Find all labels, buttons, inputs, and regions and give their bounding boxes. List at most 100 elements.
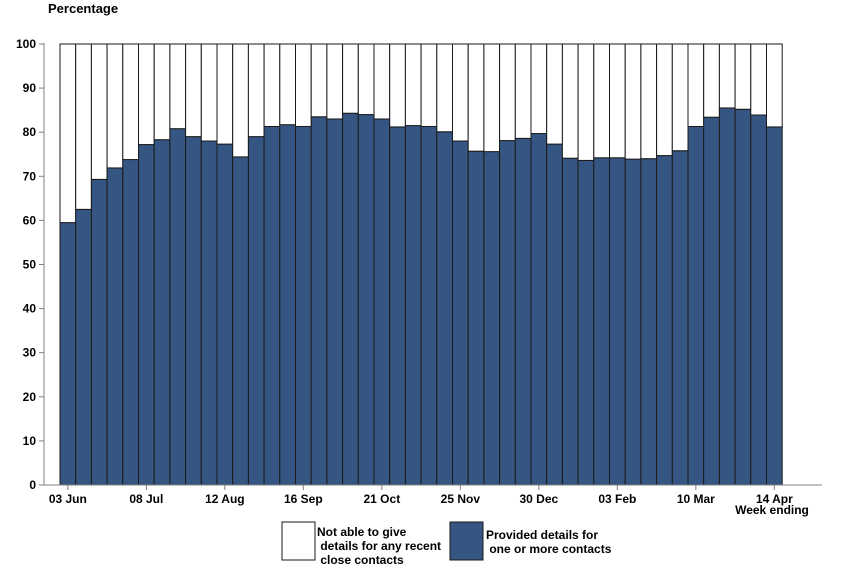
bar-provided-details bbox=[404, 125, 422, 486]
bar-not-able-to-give bbox=[357, 43, 375, 116]
bar-provided-details bbox=[483, 151, 501, 486]
y-tick-label: 80 bbox=[23, 125, 37, 139]
y-tick-label: 20 bbox=[23, 390, 37, 404]
legend-label-line: close contacts bbox=[317, 553, 404, 566]
bar-not-able-to-give bbox=[59, 43, 77, 224]
bar-provided-details bbox=[232, 156, 249, 486]
bar-not-able-to-give bbox=[561, 43, 579, 159]
bar-provided-details bbox=[200, 140, 218, 486]
legend-label-line: Not able to give bbox=[317, 525, 407, 539]
bar-not-able-to-give bbox=[640, 43, 658, 160]
bar-not-able-to-give bbox=[420, 43, 438, 127]
bar-provided-details bbox=[467, 150, 485, 486]
x-axis-title: Week ending bbox=[735, 503, 809, 517]
x-tick-label: 10 Mar bbox=[677, 492, 715, 506]
bar-provided-details bbox=[436, 131, 453, 486]
bar-not-able-to-give bbox=[373, 43, 391, 120]
bar-not-able-to-give bbox=[404, 43, 422, 127]
legend-swatch bbox=[449, 521, 484, 561]
bar-not-able-to-give bbox=[138, 43, 155, 146]
y-axis-title: Percentage bbox=[48, 1, 118, 16]
bar-provided-details bbox=[609, 157, 626, 486]
bar-not-able-to-give bbox=[718, 43, 736, 109]
bar-provided-details bbox=[59, 222, 77, 486]
x-tick-label: 25 Nov bbox=[441, 492, 481, 506]
bar-not-able-to-give bbox=[247, 43, 265, 138]
bar-provided-details bbox=[138, 144, 155, 486]
bar-not-able-to-give bbox=[169, 43, 187, 130]
bar-not-able-to-give bbox=[593, 43, 610, 159]
bar-provided-details bbox=[671, 150, 689, 486]
legend-label-line: one or more contacts bbox=[486, 542, 612, 556]
x-tick-label: 03 Jun bbox=[49, 492, 87, 506]
bar-not-able-to-give bbox=[671, 43, 689, 152]
bar-not-able-to-give bbox=[624, 43, 642, 160]
bars-layer bbox=[59, 43, 783, 486]
bar-not-able-to-give bbox=[263, 43, 281, 127]
bar-not-able-to-give bbox=[326, 43, 344, 120]
bar-provided-details bbox=[640, 158, 658, 486]
bar-provided-details bbox=[687, 125, 705, 486]
bar-provided-details bbox=[499, 140, 516, 486]
bar-provided-details bbox=[546, 143, 563, 486]
y-tick-label: 40 bbox=[23, 302, 37, 316]
x-tick-label: 12 Aug bbox=[205, 492, 245, 506]
bar-not-able-to-give bbox=[734, 43, 752, 110]
bar-not-able-to-give bbox=[656, 43, 673, 157]
bar-not-able-to-give bbox=[310, 43, 328, 118]
bar-not-able-to-give bbox=[467, 43, 485, 152]
bar-provided-details bbox=[169, 128, 187, 486]
bar-not-able-to-give bbox=[122, 43, 140, 161]
bar-not-able-to-give bbox=[90, 43, 108, 180]
bar-provided-details bbox=[357, 114, 375, 486]
bar-not-able-to-give bbox=[766, 43, 783, 128]
y-tick-label: 50 bbox=[23, 258, 37, 272]
x-tick-label: 03 Feb bbox=[598, 492, 636, 506]
bar-provided-details bbox=[577, 159, 595, 486]
bar-provided-details bbox=[153, 139, 171, 486]
bar-provided-details bbox=[718, 107, 736, 486]
bar-not-able-to-give bbox=[546, 43, 563, 145]
bar-provided-details bbox=[75, 208, 92, 486]
bar-provided-details bbox=[593, 157, 610, 486]
bar-provided-details bbox=[263, 125, 281, 486]
bar-not-able-to-give bbox=[436, 43, 453, 133]
legend-label: Not able to give details for any recent … bbox=[317, 525, 441, 566]
bar-provided-details bbox=[656, 155, 673, 486]
bar-provided-details bbox=[295, 125, 312, 486]
bar-provided-details bbox=[122, 159, 140, 486]
bar-not-able-to-give bbox=[389, 43, 406, 128]
bar-not-able-to-give bbox=[609, 43, 626, 159]
bar-provided-details bbox=[703, 116, 720, 486]
bar-provided-details bbox=[514, 137, 532, 486]
legend-not-able-to-give: Not able to give details for any recent … bbox=[281, 521, 441, 567]
legend-label-line: details for any recent bbox=[317, 539, 441, 553]
bar-provided-details bbox=[90, 178, 108, 486]
bar-provided-details bbox=[734, 108, 752, 486]
legend-label-line: Provided details for bbox=[486, 528, 598, 542]
x-tick-label: 08 Jul bbox=[129, 492, 163, 506]
y-tick-label: 0 bbox=[29, 478, 36, 492]
bar-provided-details bbox=[389, 126, 406, 486]
y-tick-label: 60 bbox=[23, 213, 37, 227]
axes-layer: 0 10 20 30 40 50 60 70 80 90 100 03 Jun 08 Jul 12 Aug… bbox=[16, 37, 822, 506]
bar-not-able-to-give bbox=[750, 43, 767, 116]
x-tick-label: 21 Oct bbox=[364, 492, 401, 506]
bar-not-able-to-give bbox=[577, 43, 595, 161]
legend-label: Provided details for one or more contact… bbox=[486, 528, 612, 556]
bar-not-able-to-give bbox=[200, 43, 218, 142]
bar-provided-details bbox=[420, 125, 438, 486]
bar-provided-details bbox=[750, 114, 767, 486]
bar-not-able-to-give bbox=[295, 43, 312, 127]
bar-not-able-to-give bbox=[216, 43, 234, 145]
bar-provided-details bbox=[279, 124, 296, 486]
bar-provided-details bbox=[185, 136, 202, 486]
y-tick-label: 70 bbox=[23, 169, 37, 183]
bar-provided-details bbox=[342, 112, 359, 486]
x-tick-label: 30 Dec bbox=[519, 492, 558, 506]
bar-not-able-to-give bbox=[530, 43, 548, 135]
bar-not-able-to-give bbox=[703, 43, 720, 118]
y-tick-label: 100 bbox=[16, 37, 36, 51]
bar-provided-details bbox=[373, 118, 391, 486]
